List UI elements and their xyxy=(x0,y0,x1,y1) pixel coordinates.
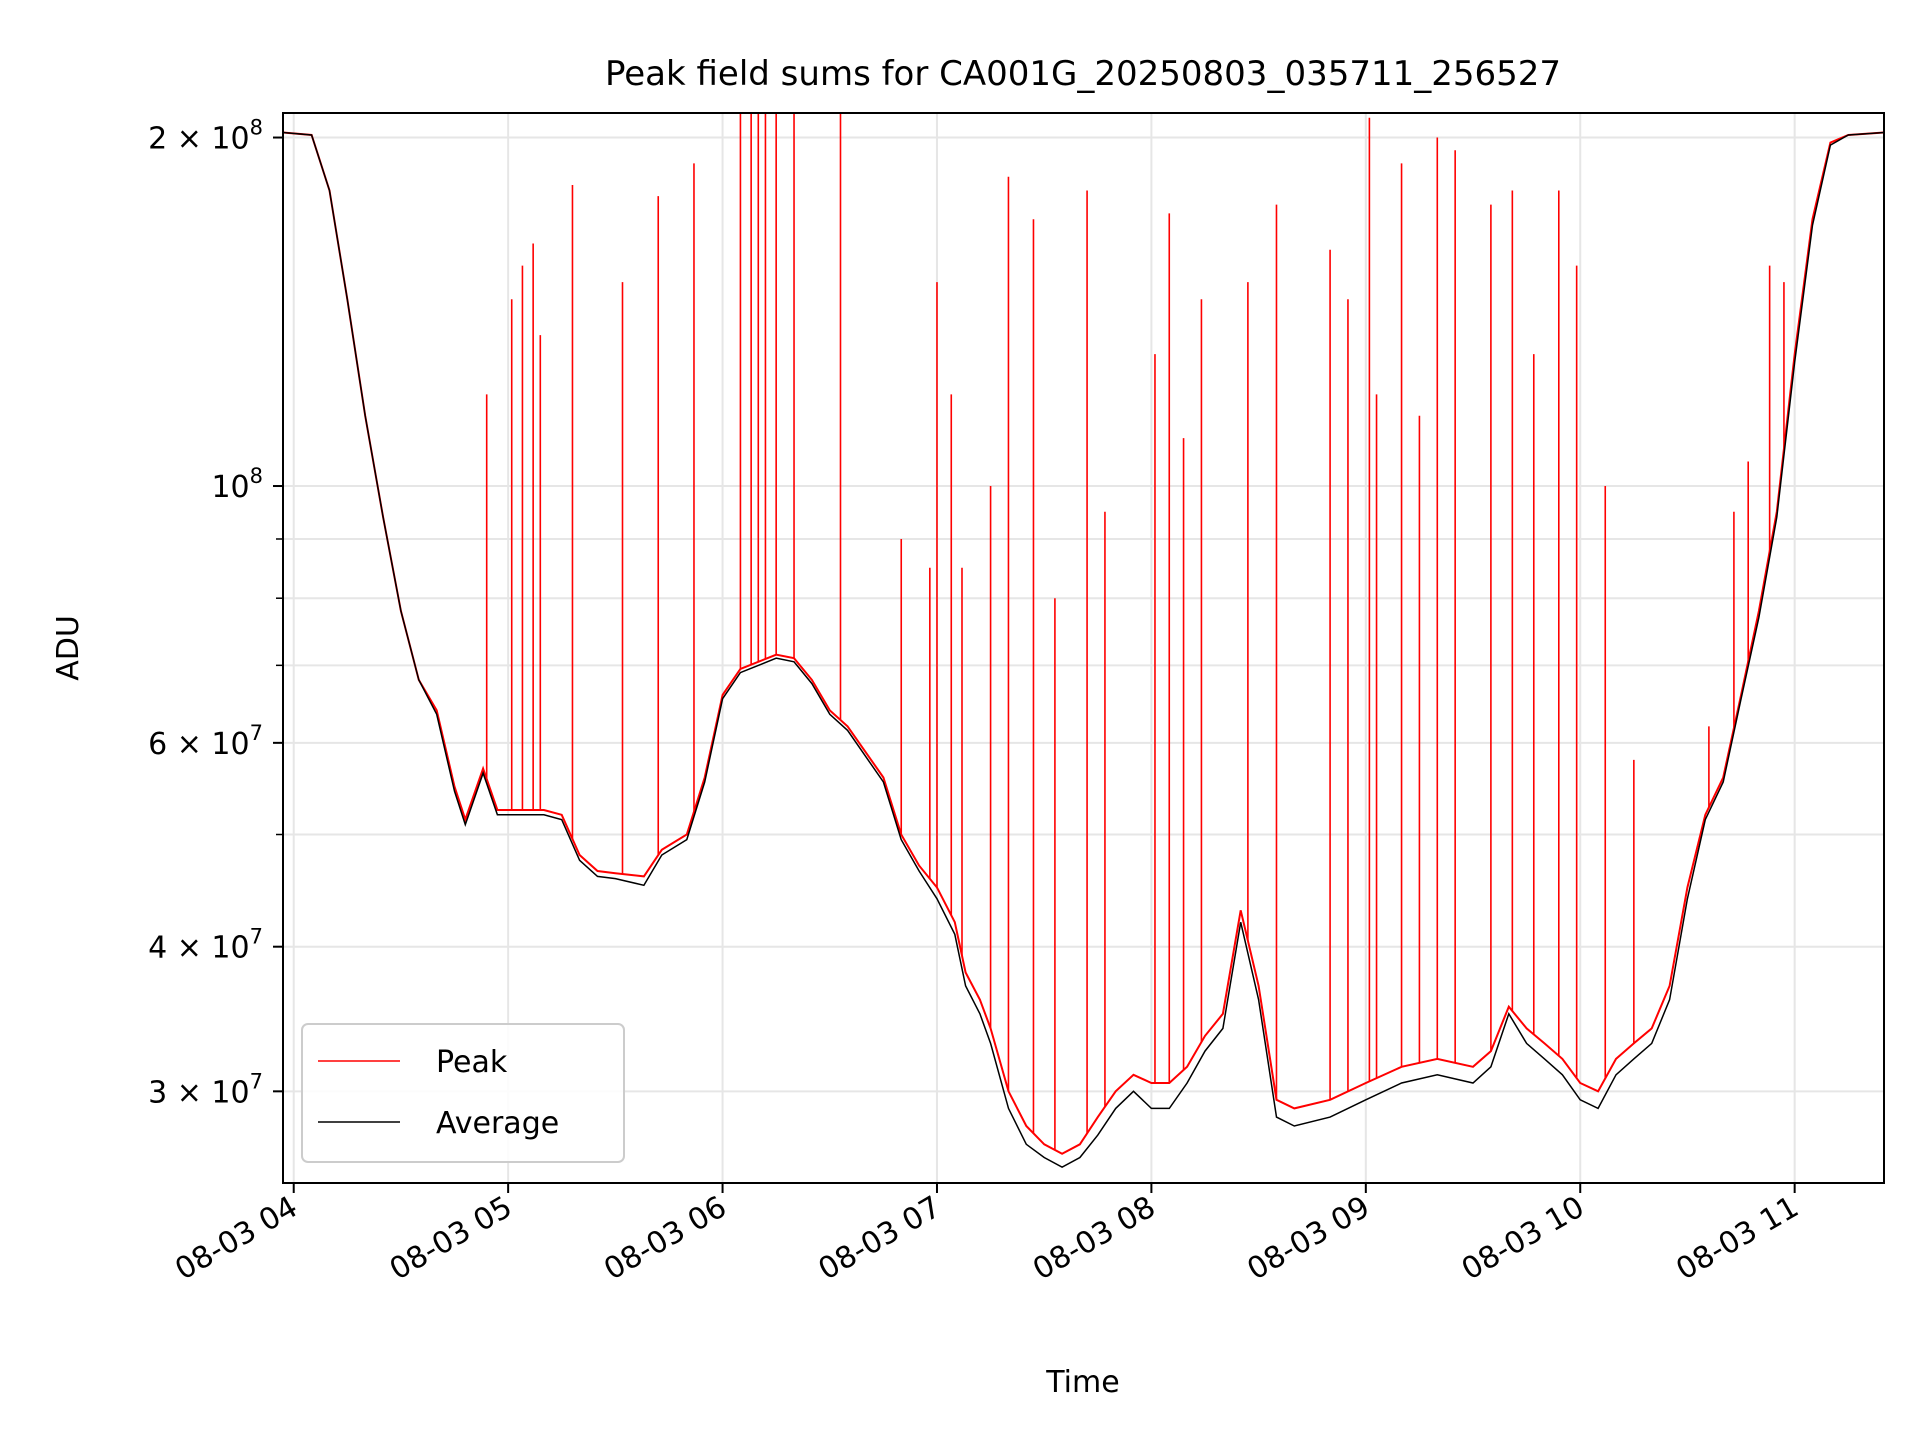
y-tick-label: 2 × 108 xyxy=(148,116,263,157)
y-tick-label: 108 xyxy=(211,464,263,505)
legend-average-label: Average xyxy=(436,1106,559,1141)
legend-box xyxy=(301,1023,625,1163)
x-axis-label: Time xyxy=(1045,1365,1119,1400)
average-series-line xyxy=(283,131,1884,1169)
chart-title: Peak field sums for CA001G_20250803_0357… xyxy=(605,54,1561,94)
series-group xyxy=(283,113,1884,1169)
legend-peak-label: Peak xyxy=(436,1045,508,1080)
y-axis-label: ADU xyxy=(51,615,86,681)
peak-series-line xyxy=(283,131,1884,1155)
y-tick-label: 3 × 107 xyxy=(148,1069,263,1110)
y-tick-label: 6 × 107 xyxy=(148,721,263,762)
y-tick-label: 4 × 107 xyxy=(148,925,263,966)
y-axis: 2 × 108 108 6 × 107 4 × 107 3 × 107 xyxy=(148,116,283,1110)
plot-frame xyxy=(282,112,1885,1184)
legend: Peak Average xyxy=(301,1023,625,1163)
